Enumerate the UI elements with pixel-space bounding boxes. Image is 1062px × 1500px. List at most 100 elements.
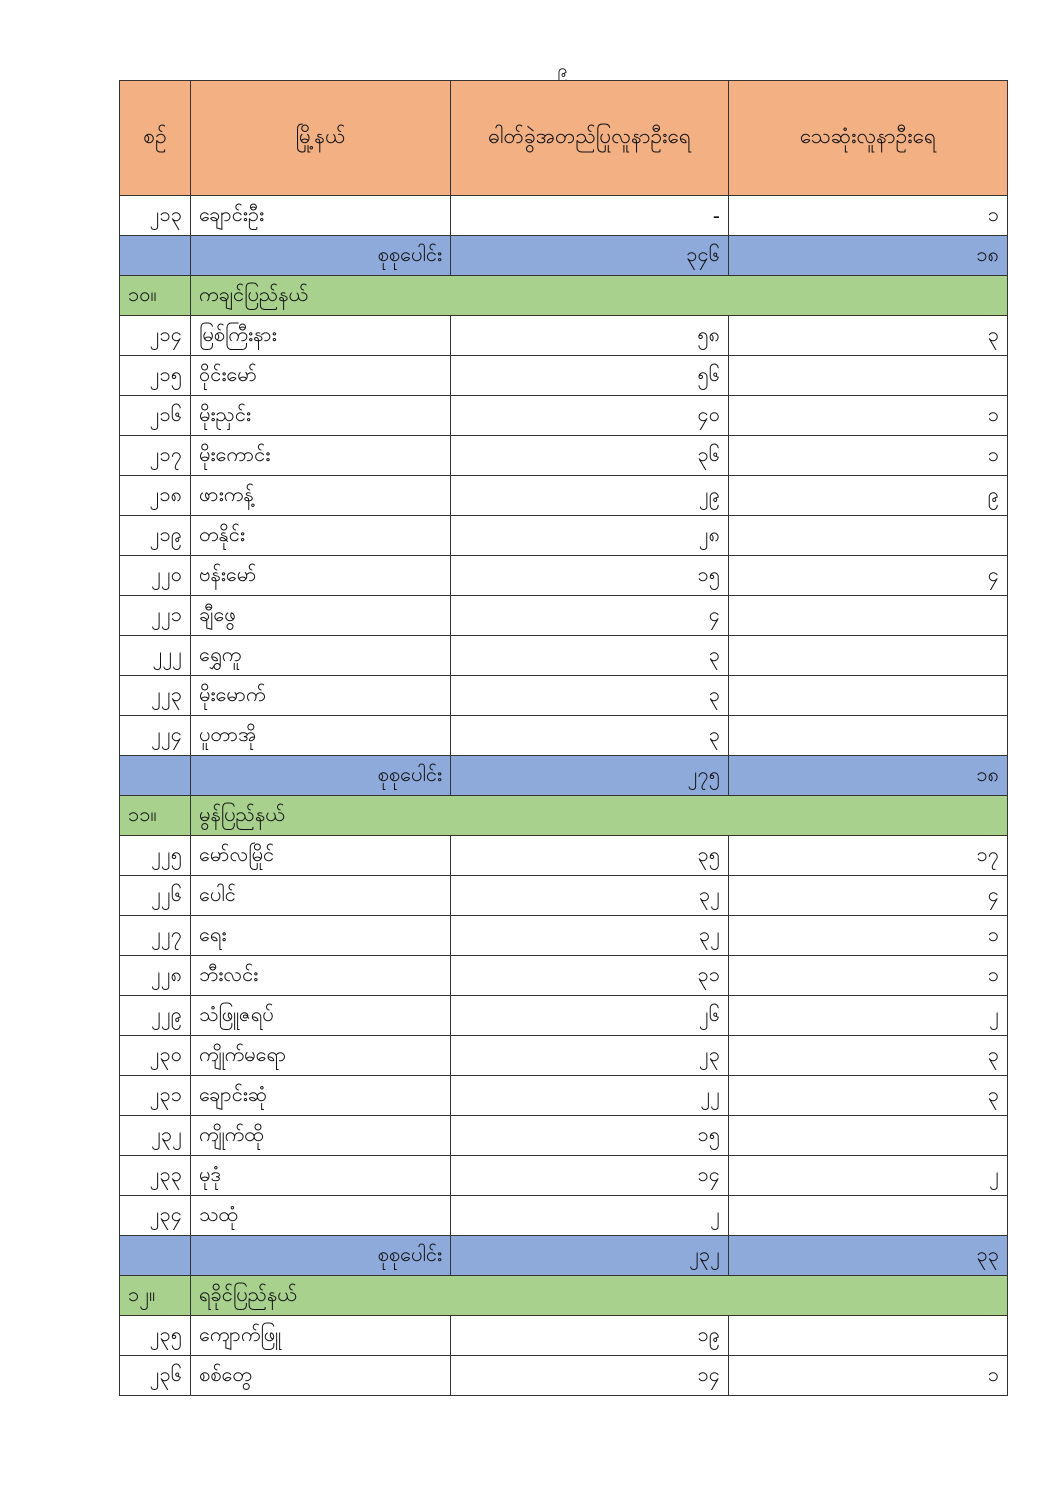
section-number: ၁၁။ xyxy=(119,795,191,836)
table-row: ၂၃၀ ကျိုက်မရော ၂၃၃ xyxy=(119,1035,1008,1076)
township-cell: ဘီးလင်း xyxy=(190,955,451,996)
table-row: ၂၃၆ စစ်တွေ ၁၄၁ xyxy=(119,1355,1008,1396)
confirmed-cell: ၃၂ xyxy=(450,875,729,916)
serial-cell: ၂၃၅ xyxy=(119,1315,191,1356)
township-cell: မိုးညှင်း xyxy=(190,395,451,436)
deaths-cell xyxy=(728,715,1008,756)
serial-cell xyxy=(119,235,191,276)
township-cell: ရေး xyxy=(190,915,451,956)
confirmed-cell: - xyxy=(450,195,729,236)
serial-cell: ၂၂၁ xyxy=(119,595,191,636)
deaths-cell: ၂ xyxy=(728,995,1008,1036)
table-row: ၂၂၁ ချီဖွေ၄ xyxy=(119,595,1008,636)
serial-cell: ၂၃၀ xyxy=(119,1035,191,1076)
serial-cell: ၂၁၃ xyxy=(119,195,191,236)
serial-cell: ၂၂၄ xyxy=(119,715,191,756)
total-confirmed: ၂၇၅ xyxy=(450,755,729,796)
section-name: ကချင်ပြည်နယ် xyxy=(190,275,1008,316)
confirmed-cell: ၁၅ xyxy=(450,1115,729,1156)
table-row: ၂၃၅ ကျောက်ဖြူ ၁၉ xyxy=(119,1315,1008,1356)
header-deaths: သေဆုံးလူနာဦးရေ xyxy=(728,80,1008,196)
page-number: ၉ xyxy=(557,60,568,81)
table-row: ၂၃၂ ကျိုက်ထို ၁၅ xyxy=(119,1115,1008,1156)
township-covid-table: စဉ် မြို့နယ် ဓါတ်ခွဲအတည်ပြုလူနာဦးရေ သေဆု… xyxy=(119,80,1008,1396)
table-row: ၂၂၃ မိုးမောက်၃ xyxy=(119,675,1008,716)
table-row: ၂၁၈ ဖားကန့် ၂၉၉ xyxy=(119,475,1008,516)
township-cell: တနိုင်း xyxy=(190,515,451,556)
confirmed-cell: ၂၃ xyxy=(450,1035,729,1076)
serial-cell: ၂၂၆ xyxy=(119,875,191,916)
deaths-cell: ၁ xyxy=(728,435,1008,476)
confirmed-cell: ၁၅ xyxy=(450,555,729,596)
table-row: ၂၁၉ တနိုင်း ၂၈ xyxy=(119,515,1008,556)
total-label: စုစုပေါင်း xyxy=(190,235,451,276)
township-cell: ပူတာအို xyxy=(190,715,451,756)
confirmed-cell: ၂၆ xyxy=(450,995,729,1036)
total-deaths: ၁၈ xyxy=(728,755,1008,796)
table-row: ၂၂၅ မော်လမြိုင် ၃၅ ၁၇ xyxy=(119,835,1008,876)
confirmed-cell: ၂၉ xyxy=(450,475,729,516)
deaths-cell xyxy=(728,675,1008,716)
township-cell: ပေါင် xyxy=(190,875,451,916)
deaths-cell: ၁ xyxy=(728,955,1008,996)
deaths-cell: ၂ xyxy=(728,1155,1008,1196)
serial-cell xyxy=(119,755,191,796)
confirmed-cell: ၃၅ xyxy=(450,835,729,876)
total-confirmed: ၃၄၆ xyxy=(450,235,729,276)
deaths-cell: ၁ xyxy=(728,915,1008,956)
total-row: စုစုပေါင်း ၃၄၆ ၁၈ xyxy=(119,235,1008,276)
deaths-cell: ၁ xyxy=(728,1355,1008,1396)
confirmed-cell: ၃ xyxy=(450,675,729,716)
header-confirmed: ဓါတ်ခွဲအတည်ပြုလူနာဦးရေ xyxy=(450,80,729,196)
table-row: ၂၁၆ မိုးညှင်း ၄၀၁ xyxy=(119,395,1008,436)
total-deaths: ၃၃ xyxy=(728,1235,1008,1276)
deaths-cell xyxy=(728,1315,1008,1356)
confirmed-cell: ၃ xyxy=(450,715,729,756)
confirmed-cell: ၄ xyxy=(450,595,729,636)
total-deaths: ၁၈ xyxy=(728,235,1008,276)
serial-cell: ၂၁၉ xyxy=(119,515,191,556)
confirmed-cell: ၃၆ xyxy=(450,435,729,476)
section-row: ၁၁။ မွန်ပြည်နယ် xyxy=(119,795,1008,836)
table-row: ၂၁၇ မိုးကောင်း ၃၆၁ xyxy=(119,435,1008,476)
table-row: ၂၂၇ ရေး ၃၂၁ xyxy=(119,915,1008,956)
serial-cell: ၂၃၆ xyxy=(119,1355,191,1396)
serial-cell: ၂၃၃ xyxy=(119,1155,191,1196)
confirmed-cell: ၁၄ xyxy=(450,1155,729,1196)
table-row: ၂၂၀ ဗန်းမော် ၁၅၄ xyxy=(119,555,1008,596)
township-cell: ကျိုက်မရော xyxy=(190,1035,451,1076)
header-township: မြို့နယ် xyxy=(190,80,451,196)
township-cell: ဝိုင်းမော် xyxy=(190,355,451,396)
deaths-cell: ၃ xyxy=(728,315,1008,356)
serial-cell: ၂၃၄ xyxy=(119,1195,191,1236)
section-number: ၁၀။ xyxy=(119,275,191,316)
township-cell: ချီဖွေ xyxy=(190,595,451,636)
township-cell: ချောင်းဦး xyxy=(190,195,451,236)
confirmed-cell: ၃ xyxy=(450,635,729,676)
confirmed-cell: ၁၄ xyxy=(450,1355,729,1396)
serial-cell: ၂၃၁ xyxy=(119,1075,191,1116)
confirmed-cell: ၁၉ xyxy=(450,1315,729,1356)
township-cell: ဗန်းမော် xyxy=(190,555,451,596)
total-row: စုစုပေါင်း ၂၇၅ ၁၈ xyxy=(119,755,1008,796)
deaths-cell: ၃ xyxy=(728,1035,1008,1076)
township-cell: မြစ်ကြီးနား xyxy=(190,315,451,356)
section-row: ၁၀။ ကချင်ပြည်နယ် xyxy=(119,275,1008,316)
table-row: ၂၃၄ သထုံ၂ xyxy=(119,1195,1008,1236)
township-cell: ရွှေကူ xyxy=(190,635,451,676)
township-cell: သံဖြူဇရပ် xyxy=(190,995,451,1036)
section-row: ၁၂။ ရခိုင်ပြည်နယ် xyxy=(119,1275,1008,1316)
serial-cell: ၂၁၈ xyxy=(119,475,191,516)
township-cell: သထုံ xyxy=(190,1195,451,1236)
serial-cell xyxy=(119,1235,191,1276)
total-confirmed: ၂၃၂ xyxy=(450,1235,729,1276)
township-cell: ချောင်းဆုံ xyxy=(190,1075,451,1116)
total-row: စုစုပေါင်း ၂၃၂ ၃၃ xyxy=(119,1235,1008,1276)
serial-cell: ၂၂၈ xyxy=(119,955,191,996)
confirmed-cell: ၂၂ xyxy=(450,1075,729,1116)
table-row: ၂၃၁ ချောင်းဆုံ ၂၂၃ xyxy=(119,1075,1008,1116)
confirmed-cell: ၄၀ xyxy=(450,395,729,436)
table-row: ၂၁၃ ချောင်းဦး -၁ xyxy=(119,195,1008,236)
table-header: စဉ် မြို့နယ် ဓါတ်ခွဲအတည်ပြုလူနာဦးရေ သေဆု… xyxy=(119,80,1008,196)
table-row: ၂၂၄ ပူတာအို၃ xyxy=(119,715,1008,756)
